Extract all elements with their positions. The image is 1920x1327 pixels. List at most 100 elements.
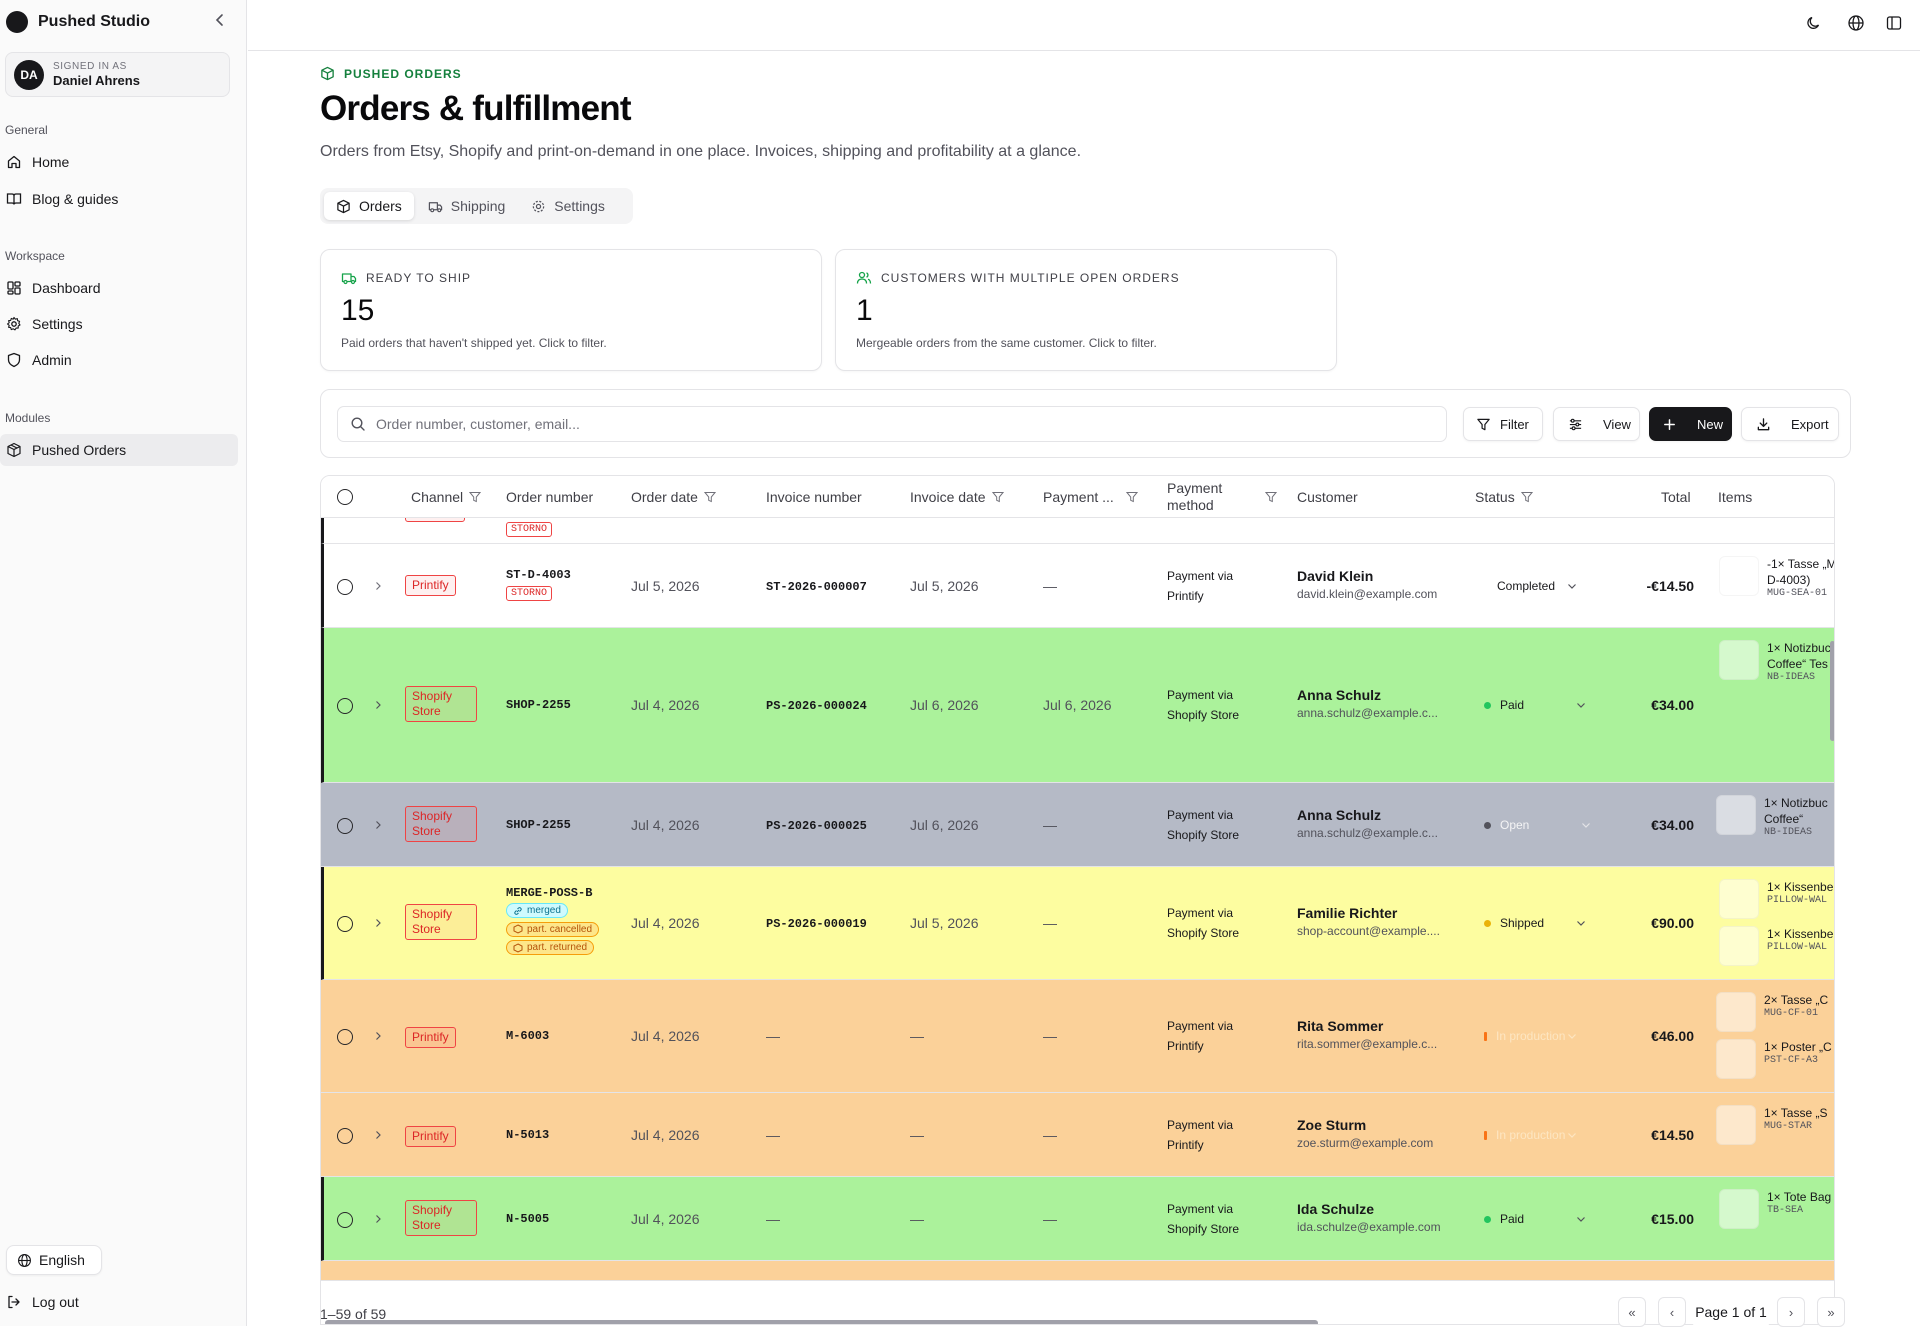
order-number-cell[interactable]: SHOP-2255 [506,818,571,832]
col-payment-method[interactable]: Payment method [1167,476,1277,518]
filter-icon[interactable] [1125,491,1138,503]
status-select[interactable]: Paid [1484,698,1586,712]
status-select[interactable]: Completed [1497,579,1577,593]
sidebar-item-dashboard[interactable]: Dashboard [0,272,238,304]
brand[interactable]: Pushed Studio [6,10,150,34]
sidebar-item-label: Pushed Orders [32,442,127,458]
col-order-date[interactable]: Order date [631,476,716,518]
pm-line: Payment via [1167,1019,1234,1033]
col-customer[interactable]: Customer [1297,476,1358,518]
table-row[interactable] [321,1261,1834,1281]
col-total[interactable]: Total [1661,476,1691,518]
chevron-right-icon[interactable] [373,918,383,928]
tab-shipping[interactable]: Shipping [416,192,518,220]
table-row[interactable]: Shopify Store N-5005 Jul 4, 2026 — — — P… [321,1177,1834,1261]
prev-page-button[interactable]: ‹ [1658,1297,1686,1327]
col-invoice-number[interactable]: Invoice number [766,476,862,518]
invoice-number[interactable]: PS-2026-000024 [766,699,867,713]
logout-button[interactable]: Log out [6,1294,79,1310]
order-number-cell[interactable]: MERGE-POSS-B merged part. cancelled part… [506,886,600,956]
order-number: N-5013 [506,1128,550,1142]
filter-icon[interactable] [703,491,716,503]
new-button[interactable]: New [1649,407,1732,441]
status-select[interactable]: Paid [1484,1212,1586,1226]
collapse-sidebar-icon[interactable] [212,12,228,28]
status-select[interactable]: In production [1484,1128,1577,1142]
filter-icon[interactable] [469,491,482,503]
search-input[interactable]: Order number, customer, email... [337,406,1447,442]
sidebar-item-admin[interactable]: Admin [0,344,238,376]
order-number: N-5005 [506,1212,550,1226]
language-button[interactable]: English [6,1245,102,1275]
channel-badge: Shopify Store [405,1200,477,1236]
chevron-right-icon[interactable] [373,1130,383,1140]
order-number-cell[interactable]: M-6003 [506,1029,549,1043]
order-number-cell[interactable]: SHOP-2255 [506,698,571,712]
row-checkbox[interactable] [337,1029,353,1045]
filter-button[interactable]: Filter [1463,407,1543,441]
next-page-button[interactable]: › [1777,1297,1805,1327]
order-number-cell[interactable]: N-5013 [506,1128,549,1142]
ready-to-ship-card[interactable]: READY TO SHIP 15 Paid orders that haven'… [320,249,822,371]
row-checkbox[interactable] [337,818,353,834]
multiple-open-orders-card[interactable]: CUSTOMERS WITH MULTIPLE OPEN ORDERS 1 Me… [835,249,1337,371]
chevron-right-icon[interactable] [373,581,383,591]
chevron-right-icon[interactable] [373,1214,383,1224]
row-checkbox[interactable] [337,1128,353,1144]
table-row[interactable]: Shopify Store SHOP-2255 Jul 4, 2026 PS-2… [321,783,1834,867]
globe-icon[interactable] [1847,14,1865,32]
col-order-number[interactable]: Order number [506,476,593,518]
select-all-checkbox[interactable] [337,489,353,505]
first-page-button[interactable]: « [1618,1297,1646,1327]
table-row[interactable]: STORNO [321,506,1834,544]
vertical-scrollbar[interactable] [1830,641,1834,741]
row-checkbox[interactable] [337,1212,353,1228]
status-select[interactable]: Open [1484,818,1591,832]
sidebar-item-settings[interactable]: Settings [0,308,238,340]
tab-orders[interactable]: Orders [324,192,414,220]
col-invoice-date[interactable]: Invoice date [910,476,1004,518]
horizontal-scrollbar[interactable] [321,1320,1834,1324]
col-channel[interactable]: Channel [411,476,482,518]
customer-email: shop-account@example.... [1297,924,1440,938]
table-row[interactable]: Printify N-5013 Jul 4, 2026 — — — Paymen… [321,1093,1834,1177]
row-checkbox[interactable] [337,579,353,595]
sidebar-item-pushed-orders[interactable]: Pushed Orders [0,434,238,466]
order-number-cell[interactable]: ST-D-4003 STORNO [506,568,571,601]
table-row[interactable]: Shopify Store SHOP-2255 Jul 4, 2026 PS-2… [321,628,1834,783]
horizontal-scroll-thumb[interactable] [325,1320,1318,1324]
filter-icon[interactable] [1520,491,1533,503]
status-select[interactable]: Shipped [1484,916,1586,930]
moon-icon[interactable] [1805,14,1823,32]
tab-settings[interactable]: Settings [519,192,617,220]
filter-icon[interactable] [991,491,1004,503]
invoice-number[interactable]: PS-2026-000025 [766,819,867,833]
row-checkbox[interactable] [337,916,353,932]
panel-toggle-icon[interactable] [1885,14,1903,32]
table-row[interactable]: Shopify Store MERGE-POSS-B merged part. … [321,867,1834,980]
col-items[interactable]: Items [1718,476,1752,518]
col-label: Total [1661,488,1691,505]
package-x-icon [513,924,523,934]
invoice-number[interactable]: ST-2026-000007 [766,580,867,594]
order-total: €15.00 [1651,1211,1694,1227]
status-select[interactable]: In production [1484,1029,1577,1043]
invoice-number[interactable]: PS-2026-000019 [766,917,867,931]
sidebar-item-blog[interactable]: Blog & guides [0,183,238,215]
filter-icon[interactable] [1265,491,1277,503]
col-status[interactable]: Status [1475,476,1533,518]
chevron-right-icon[interactable] [373,1031,383,1041]
row-checkbox[interactable] [337,698,353,714]
export-button[interactable]: Export [1741,407,1839,441]
order-number-cell[interactable]: N-5005 [506,1212,549,1226]
sidebar-item-home[interactable]: Home [0,146,238,178]
table-row[interactable]: Printify M-6003 Jul 4, 2026 — — — Paymen… [321,980,1834,1093]
user-card[interactable]: DA SIGNED IN AS Daniel Ahrens [5,52,230,97]
chevron-right-icon[interactable] [373,820,383,830]
last-page-button[interactable]: » [1817,1297,1845,1327]
col-payment-date[interactable]: Payment ... [1043,476,1138,518]
chevron-right-icon[interactable] [373,700,383,710]
view-button[interactable]: View [1553,407,1640,441]
table-row[interactable]: Printify ST-D-4003 STORNO Jul 5, 2026 ST… [321,544,1834,628]
customer-name: Zoe Sturm [1297,1117,1367,1133]
